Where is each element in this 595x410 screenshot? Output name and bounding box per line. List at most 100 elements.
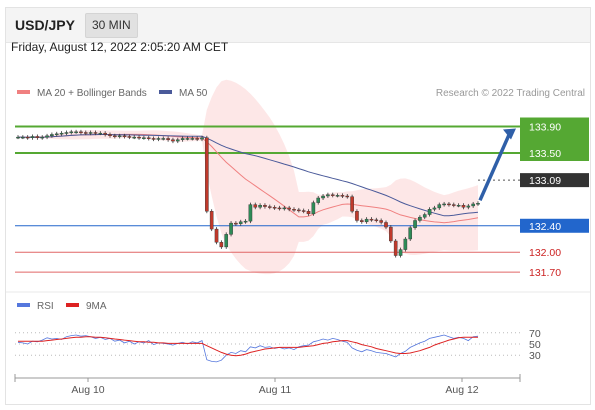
candle [466,203,471,210]
candle-body [248,204,253,222]
candle [311,200,316,216]
level-label-131.70: 131.70 [529,267,561,279]
candle [432,205,437,212]
candle [413,218,417,230]
candle [418,215,422,223]
candle-body [359,220,364,223]
rsi-ma-line [18,336,478,357]
candle-body [403,238,408,250]
price-legend: MA 20 + Bollinger Bands MA 50 Research ©… [17,88,585,99]
candle-body [142,137,146,139]
candle [447,201,451,207]
candle [306,209,311,216]
candle-body [195,138,199,140]
candle-body [180,138,185,140]
candle-body [50,134,54,137]
candle [151,136,156,142]
candle-body [175,139,180,142]
bollinger-band [18,79,478,275]
candle [74,129,78,134]
candle [93,130,98,136]
candle-body [83,132,88,134]
candle-body [456,205,461,207]
candle-body [166,138,170,140]
timeframe-button[interactable]: 30 MIN [85,13,138,38]
candle [108,132,112,138]
candle [88,130,93,136]
candle-body [35,136,40,138]
candle [137,135,141,140]
candle-body [151,138,156,140]
candle-body [335,195,340,197]
candle [69,129,74,135]
candle-body [263,205,267,207]
candle [21,135,25,140]
rsi-legend: RSI 9MA [17,301,107,312]
rsi-line [17,334,479,363]
candle [219,240,224,249]
chart-credit: Research © 2022 Trading Central [436,88,585,99]
candle-body [79,131,83,134]
candle [190,136,195,141]
resistance-tag-block [520,117,589,161]
candle [98,131,103,136]
candle [224,232,229,249]
candle-body [30,136,35,138]
level-label-132.00: 132.00 [529,247,561,259]
candle-body [103,132,107,135]
candle [316,196,321,205]
candle [258,203,262,210]
candle [456,203,461,208]
candle-body [316,197,321,203]
candle-body [132,136,137,139]
ma50-line [18,134,479,217]
level-tag-132.40 [520,218,589,233]
candle [161,136,166,141]
price-plot: 133.90133.50133.09132.40132.00131.70133.… [6,79,590,293]
candle-body [209,211,214,230]
candle [330,192,335,198]
candle [340,193,345,198]
chart-datetime: Friday, August 12, 2022 2:05:20 AM CET [11,40,229,54]
candle [30,134,35,140]
candle [393,239,398,258]
time-tick-label: Aug 11 [259,384,292,396]
ma50-legend-label: MA 50 [179,88,208,99]
candle [195,136,199,142]
candle-body [311,202,316,215]
candle-body [205,137,209,212]
candle [243,219,248,224]
candle [253,202,258,210]
candle [437,202,442,210]
candle-body [214,228,219,243]
candle-body [40,136,45,139]
candle [398,247,403,258]
candle [117,133,122,139]
candle-body [437,204,442,209]
candle [442,201,446,207]
candle [379,218,383,225]
candle [277,205,282,211]
candle [234,221,238,226]
candle-body [476,203,480,205]
candle-body [447,203,451,206]
candle [59,131,64,136]
candle [156,136,161,142]
candle [142,135,146,140]
candle-body [16,136,20,139]
candle [127,134,132,140]
candle-body [364,218,369,222]
candle-body [389,226,393,242]
candle-body [345,195,350,198]
rsi-legend-label: RSI [37,301,54,312]
candle-body [272,207,277,209]
candle [384,220,388,230]
candle [171,137,175,144]
candle [16,135,20,140]
candle [389,225,393,243]
candle-body [277,207,282,210]
candle-body [350,196,354,212]
candle [369,217,374,222]
ma20-swatch [17,90,30,94]
